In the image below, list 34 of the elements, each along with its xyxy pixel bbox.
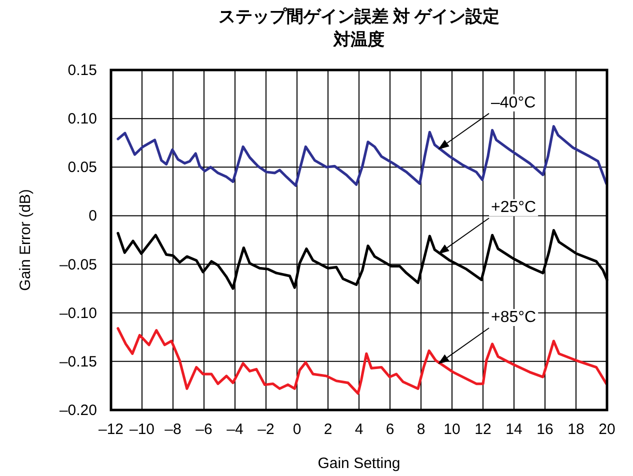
- line-series: [116, 125, 608, 187]
- x-tick-label: 18: [568, 421, 584, 438]
- y-tick-label: –0.20: [59, 402, 97, 419]
- chart-subtitle: 対温度: [332, 30, 384, 49]
- x-tick-label: –8: [164, 421, 182, 438]
- series-label: +25°C: [491, 199, 536, 216]
- y-tick-label: –0.05: [59, 256, 97, 274]
- x-tick-label: 4: [354, 421, 364, 438]
- x-tick-label: –10: [129, 421, 155, 438]
- x-axis-title: Gain Setting: [318, 455, 400, 472]
- x-tick-label: 6: [386, 421, 394, 438]
- y-tick-label: 0.10: [68, 110, 97, 128]
- y-axis-title: Gain Error (dB): [17, 189, 34, 291]
- chart-title: ステップ間ゲイン誤差 対 ゲイン設定: [218, 7, 500, 26]
- x-tick-label: 2: [324, 421, 332, 438]
- y-tick-label: –0.15: [59, 353, 97, 370]
- y-tick-label: 0.05: [68, 159, 97, 176]
- y-tick-label: 0: [88, 208, 97, 225]
- x-tick-label: –6: [196, 421, 212, 438]
- x-tick-label: 10: [444, 421, 460, 438]
- x-tick-label: 20: [598, 421, 616, 438]
- x-tick-label: 12: [474, 421, 492, 438]
- x-tick-label: –2: [258, 421, 274, 438]
- series-label: –40°C: [491, 94, 536, 112]
- x-tick-label: 14: [506, 421, 522, 438]
- x-tick-label: –4: [226, 421, 244, 438]
- y-tick-label: –0.10: [59, 304, 97, 322]
- x-tick-label: –12: [98, 421, 124, 438]
- x-tick-label: 8: [416, 421, 426, 438]
- line-series: [116, 327, 608, 395]
- x-tick-label: 0: [292, 421, 302, 438]
- series-label: +85°C: [491, 309, 536, 326]
- x-tick-label: 16: [536, 421, 554, 438]
- y-tick-label: 0.15: [68, 62, 97, 79]
